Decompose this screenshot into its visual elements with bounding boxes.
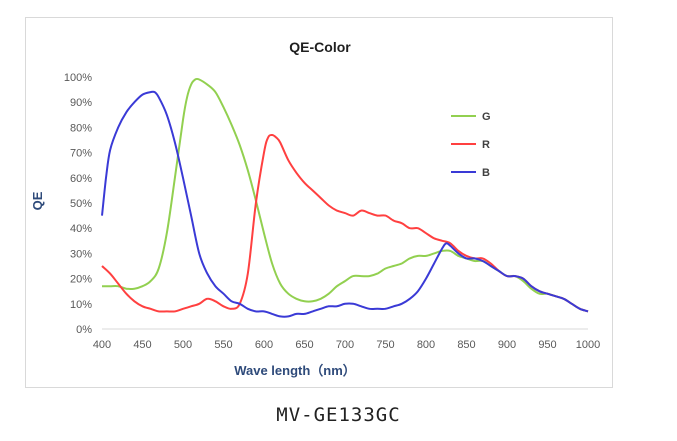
y-tick-label: 50% [70,198,92,210]
legend: G R B [451,111,491,179]
chart-title: QE-Color [289,39,351,55]
x-tick-label: 800 [417,339,435,351]
x-tick-label: 600 [255,339,273,351]
x-tick-label: 550 [214,339,232,351]
y-tick-label: 80% [70,122,92,134]
chart-frame: QE-Color Wave length（nm） QE 0% 10% 20% 30% 4… [25,17,613,388]
x-tick-label: 700 [336,339,354,351]
series-line-b [101,90,589,318]
y-tick-label: 70% [70,148,92,160]
series-line-r [101,133,589,313]
x-tick-label: 950 [538,339,556,351]
legend-label-r: R [482,139,490,151]
y-axis-title: QE [30,191,45,210]
y-tick-label: 30% [70,248,92,260]
x-tick-label: 850 [457,339,475,351]
series-lines [101,77,589,318]
legend-label-g: G [482,111,491,123]
x-tick-label: 1000 [576,339,600,351]
chart-svg: QE-Color Wave length（nm） QE 0% 10% 20% 30% 4… [30,39,600,378]
y-tick-label: 40% [70,223,92,235]
x-axis-title: Wave length（nm） [234,363,356,378]
y-tick-label: 60% [70,173,92,185]
y-tick-label: 0% [76,324,92,336]
x-tick-labels: 400 450 500 550 600 650 700 750 800 850 900 950 1000 [93,339,600,351]
x-tick-label: 650 [295,339,313,351]
x-tick-label: 900 [498,339,516,351]
x-tick-label: 400 [93,339,111,351]
camera-model-caption: MV-GE133GC [276,404,401,426]
y-tick-label: 90% [70,97,92,109]
x-tick-label: 450 [133,339,151,351]
x-tick-label: 500 [174,339,192,351]
y-tick-label: 20% [70,274,92,286]
y-tick-labels: 0% 10% 20% 30% 40% 50% 60% 70% 80% 90% 100% [64,72,92,336]
y-tick-label: 10% [70,299,92,311]
x-tick-label: 750 [376,339,394,351]
y-tick-label: 100% [64,72,92,84]
legend-label-b: B [482,167,490,179]
